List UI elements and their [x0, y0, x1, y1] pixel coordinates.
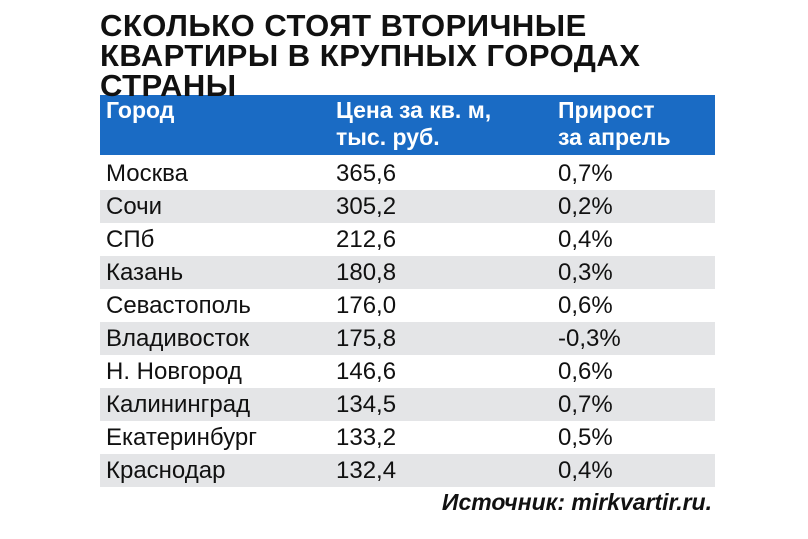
- column-header-line: Цена за кв. м,: [336, 97, 492, 123]
- table-cell: 0,2%: [558, 193, 613, 220]
- table-cell: Краснодар: [106, 457, 226, 484]
- table-cell: 0,3%: [558, 259, 613, 286]
- table-row: Н. Новгород 146,6 0,6%: [100, 355, 715, 388]
- table-cell: 146,6: [336, 358, 397, 385]
- table-cell: Калининград: [106, 391, 251, 418]
- title-line: КВАРТИРЫ В КРУПНЫХ ГОРОДАХ: [100, 38, 641, 73]
- table-cell: 0,4%: [558, 457, 613, 484]
- table-row: Сочи 305,2 0,2%: [100, 190, 715, 223]
- table-cell: 305,2: [336, 193, 397, 220]
- table-row: Севастополь 176,0 0,6%: [100, 289, 715, 322]
- table-cell: СПб: [106, 226, 155, 253]
- table-header: Город Цена за кв. м, тыс. руб. Прирост за ап…: [100, 95, 715, 155]
- table-cell: 365,6: [336, 160, 397, 187]
- table-cell: 0,4%: [558, 226, 613, 253]
- table-row: Краснодар 132,4 0,4%: [100, 454, 715, 487]
- table-row: СПб 212,6 0,4%: [100, 223, 715, 256]
- table-cell: Москва: [106, 160, 188, 187]
- title-line: СТРАНЫ: [100, 68, 237, 103]
- table-cell: Екатеринбург: [106, 424, 257, 451]
- table-cell: 0,7%: [558, 391, 613, 418]
- column-header: Прирост за апрель: [558, 97, 671, 151]
- table-cell: Н. Новгород: [106, 358, 242, 385]
- column-header-line: Прирост: [558, 97, 655, 123]
- table-cell: Сочи: [106, 193, 163, 220]
- table-cell: 212,6: [336, 226, 397, 253]
- table-cell: 0,6%: [558, 292, 613, 319]
- table-row: Екатеринбург 133,2 0,5%: [100, 421, 715, 454]
- table-cell: 133,2: [336, 424, 397, 451]
- table-cell: 175,8: [336, 325, 397, 352]
- column-header: Цена за кв. м, тыс. руб.: [336, 97, 491, 151]
- column-header-line: Город: [106, 97, 175, 123]
- table-cell: 132,4: [336, 457, 397, 484]
- column-header-line: за апрель: [558, 124, 671, 150]
- source-note: Источник: mirkvartir.ru.: [441, 489, 712, 515]
- table-cell: 176,0: [336, 292, 397, 319]
- table-cell: 0,6%: [558, 358, 613, 385]
- table-cell: Севастополь: [106, 292, 251, 319]
- table-row: Владивосток 175,8 -0,3%: [100, 322, 715, 355]
- table-cell: 180,8: [336, 259, 397, 286]
- table-cell: Казань: [106, 259, 184, 286]
- table-cell: 0,5%: [558, 424, 613, 451]
- column-header: Город: [106, 97, 174, 124]
- table-row: Москва 365,6 0,7%: [100, 157, 715, 190]
- title-line: СКОЛЬКО СТОЯТ ВТОРИЧНЫЕ: [100, 8, 587, 43]
- table-row: Калининград 134,5 0,7%: [100, 388, 715, 421]
- table-cell: -0,3%: [558, 325, 621, 352]
- table-cell: Владивосток: [106, 325, 250, 352]
- column-header-line: тыс. руб.: [336, 124, 440, 150]
- table-cell: 134,5: [336, 391, 397, 418]
- table-row: Казань 180,8 0,3%: [100, 256, 715, 289]
- table-cell: 0,7%: [558, 160, 613, 187]
